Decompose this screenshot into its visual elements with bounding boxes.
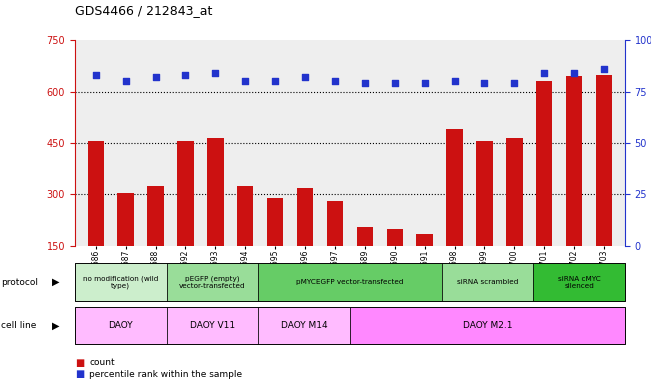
Text: ▶: ▶ (51, 320, 59, 331)
Bar (88, 141, 104, 297)
Point (150, 74, 161, 80)
Point (509, 80, 519, 86)
Bar (596, 74, 612, 297)
Point (359, 80, 370, 86)
Point (240, 78, 251, 84)
Point (270, 78, 281, 84)
Point (539, 70, 549, 76)
Text: DAOY M14: DAOY M14 (281, 321, 327, 330)
Text: no modification (wild
type): no modification (wild type) (83, 275, 158, 289)
Point (449, 78, 460, 84)
Bar (297, 187, 313, 297)
Text: pEGFP (empty)
vector-transfected: pEGFP (empty) vector-transfected (179, 275, 245, 289)
Point (419, 80, 430, 86)
Text: GDS4466 / 212843_at: GDS4466 / 212843_at (75, 4, 212, 17)
Bar (477, 141, 493, 297)
Bar (327, 201, 343, 297)
Point (479, 80, 490, 86)
Text: ▶: ▶ (51, 277, 59, 287)
Bar (237, 186, 253, 297)
Bar (506, 138, 523, 297)
Text: cell line: cell line (1, 321, 36, 330)
Bar (357, 227, 373, 297)
Bar (267, 198, 283, 297)
Text: pMYCEGFP vector-transfected: pMYCEGFP vector-transfected (296, 279, 404, 285)
Bar (117, 193, 134, 297)
Text: DAOY V11: DAOY V11 (190, 321, 235, 330)
Bar (447, 129, 463, 297)
Text: siRNA cMYC
silenced: siRNA cMYC silenced (558, 276, 600, 289)
Text: DAOY M2.1: DAOY M2.1 (463, 321, 512, 330)
Point (330, 78, 340, 84)
Text: DAOY: DAOY (109, 321, 133, 330)
Point (210, 70, 221, 76)
Text: count: count (89, 358, 115, 367)
Bar (536, 81, 553, 297)
Bar (417, 234, 433, 297)
Bar (147, 186, 164, 297)
Bar (177, 141, 194, 297)
Bar (207, 138, 223, 297)
Point (90, 72, 101, 78)
Point (599, 66, 609, 72)
Text: protocol: protocol (1, 278, 38, 287)
Point (569, 70, 579, 76)
Point (389, 80, 400, 86)
Bar (387, 228, 403, 297)
Text: ■: ■ (75, 358, 84, 368)
Text: ■: ■ (75, 369, 84, 379)
Point (120, 78, 131, 84)
Text: percentile rank within the sample: percentile rank within the sample (89, 370, 242, 379)
Bar (566, 76, 583, 297)
Point (180, 72, 191, 78)
Point (300, 74, 311, 80)
Text: siRNA scrambled: siRNA scrambled (457, 279, 518, 285)
